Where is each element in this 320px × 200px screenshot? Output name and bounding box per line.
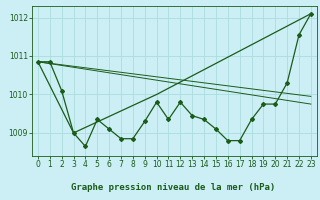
Text: Graphe pression niveau de la mer (hPa): Graphe pression niveau de la mer (hPa) — [71, 183, 275, 192]
